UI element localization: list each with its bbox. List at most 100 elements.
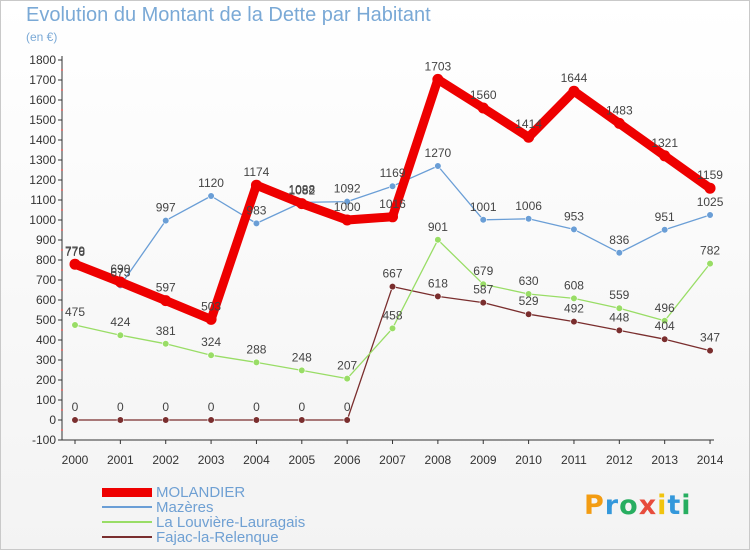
data-point bbox=[479, 299, 487, 307]
data-point bbox=[343, 198, 351, 206]
data-label: 997 bbox=[156, 201, 176, 215]
x-tick-label: 2014 bbox=[697, 453, 724, 467]
data-label: 404 bbox=[655, 319, 675, 333]
data-point bbox=[162, 217, 170, 225]
y-tick-label: 0 bbox=[49, 413, 56, 427]
x-tick-label: 2006 bbox=[334, 453, 361, 467]
legend-label: MOLANDIER bbox=[156, 483, 246, 501]
axes: -100010020030040050060070080090010001100… bbox=[29, 53, 723, 467]
data-point bbox=[661, 335, 669, 343]
data-point bbox=[388, 283, 397, 291]
y-minor-mark bbox=[61, 209, 63, 211]
data-point bbox=[296, 198, 308, 210]
data-label: 1000 bbox=[334, 200, 361, 214]
data-label: 1414 bbox=[515, 117, 542, 131]
data-label: 587 bbox=[473, 283, 493, 297]
data-label: 618 bbox=[428, 276, 448, 290]
y-minor-mark bbox=[61, 189, 63, 191]
data-label: 1159 bbox=[697, 168, 723, 182]
data-point bbox=[252, 358, 261, 367]
y-tick-label: 800 bbox=[36, 253, 56, 267]
y-minor-mark bbox=[61, 269, 63, 271]
x-tick-label: 2004 bbox=[243, 453, 270, 467]
data-label: 597 bbox=[156, 281, 176, 295]
data-point bbox=[341, 214, 353, 226]
data-point bbox=[252, 219, 261, 227]
data-labels: 779 690 597 503 1174 1082 1000 1016 1703 1560 1414… bbox=[65, 59, 724, 414]
data-label: 836 bbox=[609, 233, 629, 247]
data-label: 1088 bbox=[288, 182, 315, 196]
data-label: 1092 bbox=[334, 182, 361, 196]
legend-label: Mazères bbox=[156, 498, 214, 516]
y-minor-mark bbox=[61, 169, 63, 171]
data-label: 0 bbox=[72, 400, 79, 414]
data-point bbox=[114, 276, 126, 288]
data-point bbox=[207, 416, 215, 424]
data-point bbox=[434, 292, 442, 301]
legend-label: Fajac-la-Relenque bbox=[156, 528, 279, 546]
y-tick-label: 1700 bbox=[29, 73, 56, 87]
y-tick-label: 400 bbox=[36, 333, 56, 347]
y-tick-label: 1500 bbox=[29, 113, 56, 127]
logo-letter: t bbox=[667, 490, 682, 521]
legend-swatch bbox=[102, 521, 152, 523]
y-minor-mark bbox=[61, 409, 63, 411]
y-minor-mark bbox=[61, 89, 63, 91]
data-point bbox=[615, 326, 623, 335]
data-label: 0 bbox=[117, 400, 124, 414]
data-point bbox=[343, 375, 351, 383]
y-minor-mark bbox=[61, 369, 63, 371]
data-point bbox=[524, 215, 533, 223]
data-point bbox=[69, 258, 81, 270]
data-label: 458 bbox=[383, 308, 403, 322]
data-label: 1025 bbox=[697, 195, 724, 209]
data-label: 679 bbox=[473, 264, 493, 278]
data-label: 381 bbox=[156, 324, 176, 338]
data-point bbox=[434, 236, 442, 244]
data-point bbox=[252, 416, 261, 424]
data-point bbox=[205, 313, 217, 325]
data-label: 559 bbox=[609, 288, 629, 302]
data-point bbox=[71, 416, 79, 424]
data-point bbox=[477, 102, 489, 114]
data-point bbox=[479, 280, 487, 288]
data-label: 983 bbox=[246, 203, 266, 217]
y-tick-label: 1800 bbox=[29, 53, 56, 67]
x-tick-label: 2013 bbox=[651, 453, 678, 467]
y-tick-label: -100 bbox=[32, 433, 56, 447]
x-tick-label: 2000 bbox=[62, 453, 89, 467]
data-label: 0 bbox=[298, 400, 305, 414]
y-tick-label: 100 bbox=[36, 393, 56, 407]
data-point bbox=[207, 192, 215, 200]
data-point bbox=[250, 179, 262, 191]
y-tick-label: 500 bbox=[36, 313, 56, 327]
y-tick-label: 200 bbox=[36, 373, 56, 387]
data-point bbox=[298, 416, 306, 424]
data-point bbox=[207, 351, 215, 359]
y-minor-mark bbox=[61, 329, 63, 331]
proxiti-logo: Proxiti bbox=[584, 490, 692, 521]
y-tick-label: 700 bbox=[36, 273, 56, 287]
data-label: 1174 bbox=[244, 165, 270, 179]
data-label: 475 bbox=[65, 305, 85, 319]
data-point bbox=[613, 117, 625, 129]
data-label: 0 bbox=[253, 400, 260, 414]
x-tick-label: 2005 bbox=[288, 453, 315, 467]
x-tick-label: 2001 bbox=[107, 453, 134, 467]
data-label: 673 bbox=[110, 265, 130, 279]
data-label: 288 bbox=[246, 342, 266, 356]
x-tick-label: 2010 bbox=[515, 453, 542, 467]
data-point bbox=[615, 249, 623, 257]
y-tick-label: 1600 bbox=[29, 93, 56, 107]
legend-swatch bbox=[102, 487, 152, 497]
logo-letter: i bbox=[681, 490, 692, 521]
data-point bbox=[434, 162, 442, 170]
x-tick-label: 2003 bbox=[198, 453, 225, 467]
data-point bbox=[432, 73, 444, 85]
data-point bbox=[343, 416, 351, 424]
data-label: 1321 bbox=[651, 136, 678, 150]
data-label: 1006 bbox=[515, 199, 542, 213]
data-label: 503 bbox=[201, 299, 221, 313]
data-label: 529 bbox=[519, 294, 539, 308]
data-label: 0 bbox=[208, 400, 215, 414]
